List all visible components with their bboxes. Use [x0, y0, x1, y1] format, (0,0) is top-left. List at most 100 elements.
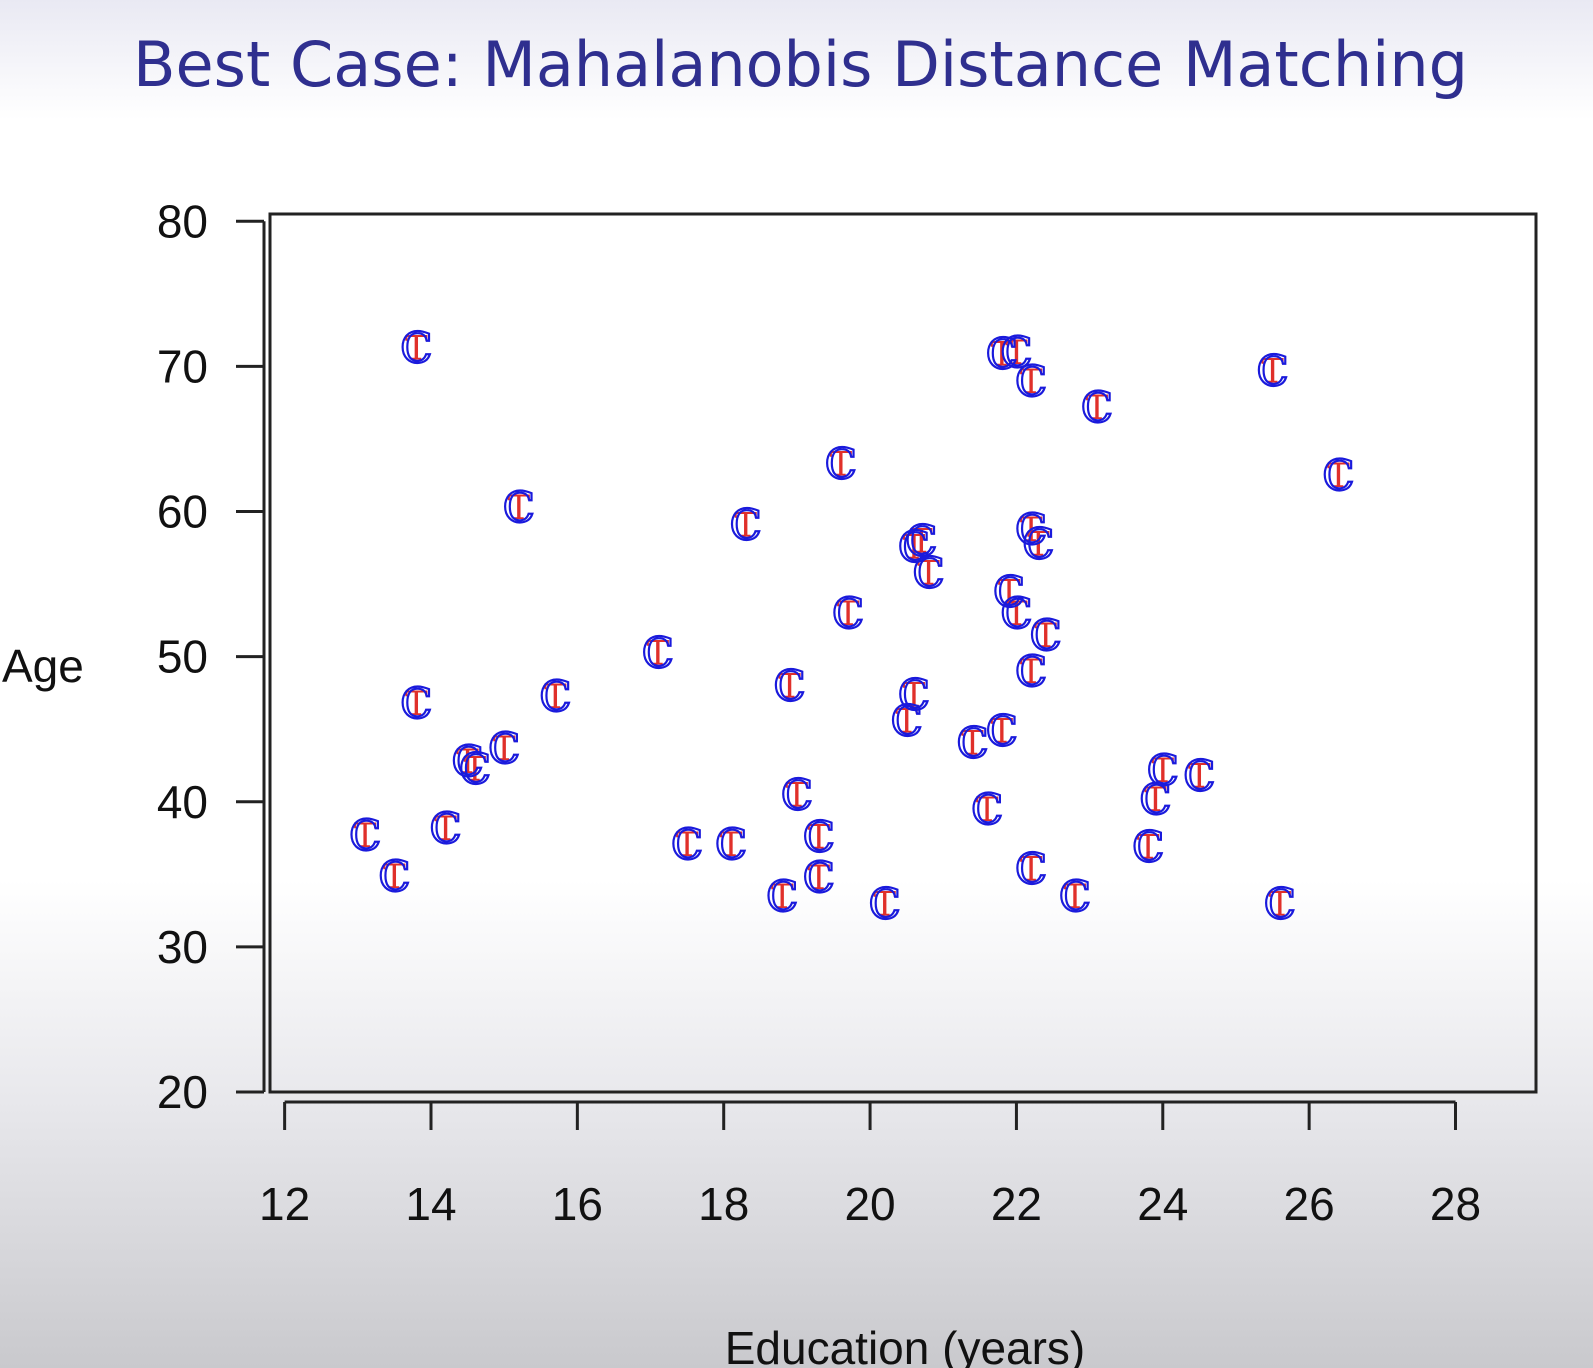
treated-point: T	[493, 729, 516, 769]
control-point: C	[898, 670, 930, 719]
treated-point: T	[829, 445, 852, 485]
control-point: C	[869, 879, 901, 928]
control-point: C	[905, 517, 937, 566]
treated-point: T	[507, 488, 530, 528]
y-tick-label: 40	[157, 776, 208, 828]
control-point: C	[488, 724, 520, 773]
control-point: C	[730, 501, 762, 550]
treated-point: T	[917, 553, 940, 593]
control-point: C	[378, 852, 410, 901]
control-point: C	[766, 872, 798, 921]
treated-point: T	[990, 712, 1013, 752]
control-point: C	[503, 483, 535, 532]
y-tick-label: 50	[157, 631, 208, 683]
treated-point: T	[903, 527, 926, 567]
treated-point: T	[808, 858, 831, 898]
treated-point: T	[354, 816, 377, 856]
treated-point: T	[1269, 884, 1292, 924]
y-tick-label: 70	[157, 340, 208, 392]
treated-point: T	[676, 825, 699, 865]
x-tick-label: 14	[405, 1178, 456, 1230]
treated-point: T	[1151, 751, 1174, 791]
treated-point: T	[464, 749, 487, 789]
y-tick-label: 20	[157, 1066, 208, 1118]
treated-point: T	[456, 742, 479, 782]
control-point: C	[1030, 611, 1062, 660]
treated-point: T	[1137, 828, 1160, 868]
plot-frame	[268, 212, 1538, 1094]
x-tick-label: 28	[1430, 1178, 1481, 1230]
control-point: C	[832, 589, 864, 638]
treated-point: T	[1034, 616, 1057, 656]
treated-point: T	[1086, 388, 1109, 428]
x-tick-label: 24	[1137, 1178, 1188, 1230]
control-point: C	[539, 672, 571, 721]
treated-point: T	[873, 884, 896, 924]
control-point: C	[642, 628, 674, 677]
control-point: C	[1256, 347, 1288, 396]
control-point: C	[774, 662, 806, 711]
control-point: C	[349, 811, 381, 860]
treated-point: T	[720, 825, 743, 865]
control-point: C	[1132, 823, 1164, 872]
treated-point: T	[1261, 352, 1284, 392]
treated-point: T	[1020, 850, 1043, 890]
treated-point: T	[961, 723, 984, 763]
treated-point: T	[778, 667, 801, 707]
treated-point: T	[808, 818, 831, 858]
x-axis-label: Education (years)	[725, 1322, 1086, 1368]
treated-point: T	[990, 334, 1013, 374]
control-point: C	[1139, 775, 1171, 824]
control-point: C	[400, 679, 432, 728]
treated-point: T	[976, 790, 999, 830]
treated-point: T	[544, 677, 567, 717]
control-point: C	[1183, 752, 1215, 801]
y-axis-label: Age	[2, 640, 84, 692]
treated-point: T	[903, 675, 926, 715]
x-tick-label: 18	[698, 1178, 749, 1230]
control-point: C	[1015, 647, 1047, 696]
control-point: C	[913, 548, 945, 597]
control-point: C	[1264, 879, 1296, 928]
control-point: C	[1022, 519, 1054, 568]
y-tick-label: 30	[157, 921, 208, 973]
control-point: C	[1015, 357, 1047, 406]
treated-point: T	[1020, 652, 1043, 692]
control-point: C	[898, 522, 930, 571]
control-point: C	[1059, 872, 1091, 921]
control-point: C	[1147, 746, 1179, 795]
y-tick-label: 60	[157, 486, 208, 538]
x-tick-label: 26	[1284, 1178, 1335, 1230]
control-point: C	[781, 770, 813, 819]
treated-point: T	[1005, 333, 1028, 373]
treated-point: T	[734, 506, 757, 546]
treated-point: T	[1005, 594, 1028, 634]
control-point: C	[1015, 505, 1047, 554]
control-point: C	[1322, 451, 1354, 500]
y-tick-label: 80	[157, 195, 208, 247]
control-point: C	[459, 744, 491, 793]
treated-point: T	[1020, 510, 1043, 550]
control-point: C	[803, 813, 835, 862]
treated-point: T	[1027, 524, 1050, 564]
control-point: C	[1081, 383, 1113, 432]
treated-point: T	[1144, 780, 1167, 820]
slide-title: Best Case: Mahalanobis Distance Matching	[133, 28, 1468, 101]
control-point: C	[715, 820, 747, 869]
control-point: C	[971, 785, 1003, 834]
treated-point: T	[1064, 877, 1087, 917]
x-tick-label: 12	[259, 1178, 310, 1230]
treated-point: T	[910, 522, 933, 562]
control-point: C	[986, 329, 1018, 378]
control-point: C	[1015, 845, 1047, 894]
treated-point: T	[998, 572, 1021, 612]
treated-point: T	[405, 329, 428, 369]
treated-point: T	[1188, 757, 1211, 797]
y-axis: 20 30 40 50 60 70 80	[157, 195, 266, 1118]
x-tick-label: 16	[552, 1178, 603, 1230]
treated-point: T	[383, 857, 406, 897]
treated-point: T	[771, 877, 794, 917]
treated-point: T	[1020, 362, 1043, 402]
